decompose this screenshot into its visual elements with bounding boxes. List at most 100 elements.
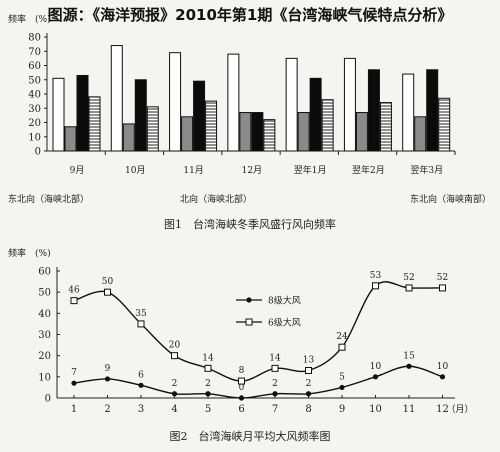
chart1-bar — [88, 96, 101, 152]
chart2-y-tick-label: 40 — [38, 309, 51, 320]
chart1-y-tick-label: 80 — [28, 33, 41, 44]
chart1-y-tick-label: 60 — [28, 61, 41, 72]
chart1-bar — [134, 79, 147, 152]
chart2-y-tick-label: 10 — [38, 372, 51, 383]
chart2-data-label: 50 — [102, 277, 114, 287]
chart2-data-label: 2 — [205, 379, 211, 389]
chart1-y-tick-label: 30 — [28, 104, 41, 115]
chart2-data-label: 14 — [202, 353, 214, 363]
chart2-data-label: 14 — [269, 353, 281, 363]
chart1-bar — [227, 53, 240, 152]
chart1-title: 图1 台湾海峡冬季风盛行风向频率 — [164, 217, 336, 231]
chart1-legend-label: 东北向（海峡南部） — [410, 193, 491, 205]
chart1-bar — [64, 126, 77, 152]
chart1-y-axis-label: 频率 (%) — [8, 13, 51, 25]
chart2-x-tick-label: 11 — [403, 404, 416, 415]
chart2-point — [70, 297, 78, 305]
chart2-x-tick-label: 2 — [104, 404, 110, 415]
chart2-data-label: 20 — [169, 341, 181, 351]
chart1-bar — [355, 112, 368, 152]
chart2-y-tick-label: 0 — [45, 394, 51, 405]
chart1-legend-label: 北向（海峡北部） — [180, 193, 252, 205]
chart1-bar — [402, 73, 415, 152]
chart2-point — [372, 374, 379, 380]
chart2-legend-label: 8级大风 — [268, 295, 301, 307]
chart2-point — [104, 288, 111, 296]
chart2-data-label: 53 — [370, 271, 382, 281]
chart2-data-label: 24 — [336, 332, 348, 342]
chart2-point — [71, 380, 77, 386]
chart2-x-tick-label: 3 — [138, 404, 144, 415]
chart2-point — [372, 282, 379, 290]
chart1-bar — [110, 45, 123, 152]
chart2-x-tick-label: 9 — [339, 404, 345, 415]
chart1-category-label: 9月 — [70, 165, 85, 176]
chart1-bar — [297, 112, 310, 152]
chart1-bar — [52, 77, 65, 152]
chart2-data-label: 7 — [71, 368, 77, 378]
chart2-point — [238, 395, 245, 401]
chart1-bar — [309, 77, 322, 152]
chart1-bar — [205, 100, 218, 152]
chart1-y-tick-label: 40 — [28, 90, 41, 101]
chart2-point — [439, 284, 446, 292]
chart1-bar — [438, 97, 451, 152]
chart2-data-label: 2 — [272, 379, 278, 389]
chart2-x-tick-label: 4 — [171, 404, 177, 415]
chart2-data-label: 9 — [105, 364, 111, 374]
chart1-bar — [343, 57, 356, 152]
chart2-point — [406, 363, 412, 369]
chart2-point — [205, 391, 211, 397]
chart1-bar — [146, 106, 159, 152]
chart2-series-line — [73, 281, 443, 382]
chart1-y-tick-label: 10 — [28, 132, 41, 143]
chart1-bar — [379, 102, 392, 152]
chart2-point — [138, 382, 144, 388]
chart1-category-label: 12月 — [242, 165, 262, 176]
chart2-data-label: 35 — [135, 309, 147, 319]
chart2-point — [271, 364, 279, 372]
chart2-legend-marker — [245, 318, 253, 326]
chart2-data-label: 6 — [138, 370, 144, 380]
chart2-data-label: 2 — [306, 379, 312, 389]
chart2-legend-label: 6级大风 — [268, 317, 301, 329]
chart2-point — [137, 320, 145, 328]
chart2-point — [171, 391, 178, 397]
chart1-bar — [285, 57, 298, 152]
chart2-series-line — [73, 365, 443, 399]
chart1-y-tick-label: 50 — [28, 75, 41, 86]
chart2-y-axis-label: 频率 (%) — [8, 247, 51, 259]
chart1-category-label: 翌年2月 — [352, 164, 385, 176]
chart2-x-axis-label: （月） — [446, 404, 473, 415]
chart1-y-tick-label: 20 — [28, 118, 41, 129]
chart2-data-label: 8 — [239, 366, 245, 376]
chart1-bar — [414, 116, 427, 152]
chart2-y-tick-label: 30 — [38, 330, 51, 341]
chart2-x-tick-label: 10 — [369, 404, 382, 415]
chart2-data-label: 10 — [370, 362, 382, 372]
chart2-point — [272, 391, 278, 397]
chart2-x-tick-label: 12 — [436, 404, 449, 415]
chart2-point — [338, 343, 346, 351]
chart1-bar — [169, 52, 182, 152]
chart1-category-label: 10月 — [125, 165, 145, 176]
chart2-y-tick-label: 60 — [38, 267, 51, 278]
chart2-data-label: 15 — [403, 351, 415, 361]
chart1-category-label: 翌年1月 — [294, 164, 327, 176]
chart2-title: 图2 台湾海峡月平均大风频率图 — [170, 429, 331, 443]
chart2-point — [305, 366, 312, 374]
chart1-y-tick-label: 70 — [28, 47, 41, 58]
chart2-y-tick-label: 50 — [38, 288, 51, 299]
chart2-data-label: 0 — [239, 383, 245, 393]
chart2-x-tick-label: 5 — [205, 404, 211, 415]
chart2-y-tick-label: 20 — [38, 351, 51, 362]
chart1-bar — [181, 116, 194, 152]
chart1-bar — [122, 123, 135, 152]
chart2-data-label: 13 — [303, 355, 315, 365]
chart1-legend-label: 东北向（海峡北部） — [8, 193, 89, 205]
chart2-x-tick-label: 7 — [272, 404, 278, 415]
chart2-data-label: 2 — [172, 379, 178, 389]
chart2-point — [439, 374, 446, 380]
